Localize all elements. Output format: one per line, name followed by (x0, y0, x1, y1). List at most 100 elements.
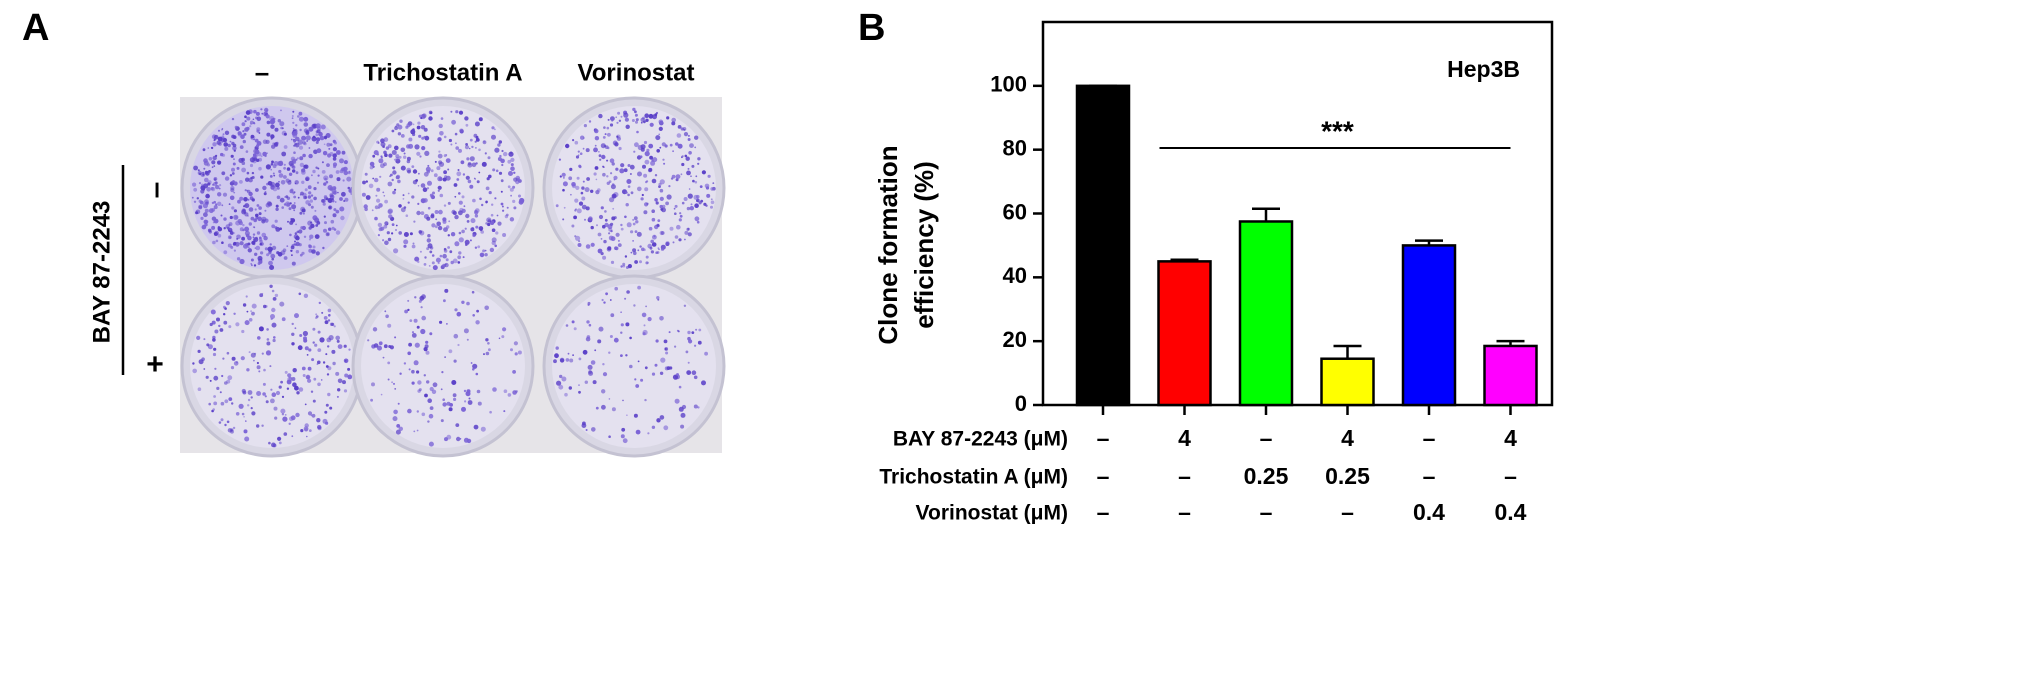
colony (279, 197, 285, 203)
colony (397, 179, 401, 184)
colony (383, 162, 387, 167)
colony (210, 146, 214, 150)
colony (280, 380, 283, 384)
condition-value: – (1178, 499, 1191, 525)
colony (427, 398, 433, 404)
colony (237, 132, 243, 137)
colony (497, 221, 502, 226)
dish-photo (180, 96, 726, 458)
colony (498, 337, 501, 340)
colony (295, 241, 300, 247)
colony (644, 159, 650, 165)
colony (377, 345, 382, 351)
colony (507, 185, 511, 189)
colony (278, 173, 284, 178)
bar (1157, 260, 1212, 407)
colony (400, 147, 406, 153)
colony (310, 194, 314, 197)
colony (226, 420, 230, 424)
colony (245, 295, 248, 298)
colony (309, 234, 314, 239)
colony (317, 424, 322, 430)
colony (244, 203, 250, 209)
colony (637, 285, 641, 290)
colony (400, 165, 406, 171)
colony (432, 191, 435, 195)
colony (269, 265, 275, 270)
colony (297, 345, 303, 351)
colony (659, 316, 664, 321)
colony (512, 370, 516, 374)
colony (293, 151, 296, 154)
colony (315, 141, 319, 144)
colony (595, 178, 598, 181)
colony (382, 356, 385, 359)
colony (265, 400, 269, 404)
colony (629, 364, 633, 369)
colony (462, 256, 465, 259)
colony (637, 249, 640, 252)
colony (445, 258, 449, 262)
colony (332, 361, 336, 366)
colony (204, 208, 209, 213)
colony (246, 171, 250, 175)
colony (302, 374, 306, 377)
colony (314, 343, 318, 347)
colony (467, 400, 473, 405)
colony (394, 188, 397, 191)
colony (632, 107, 636, 112)
colony (581, 186, 585, 190)
colony (701, 380, 706, 386)
colony (602, 224, 606, 229)
colony (447, 246, 450, 249)
colony (224, 399, 229, 404)
colony (671, 121, 676, 126)
colony (312, 245, 316, 249)
colony (650, 160, 656, 166)
colony (331, 322, 335, 326)
colony (242, 224, 245, 227)
colony (321, 199, 325, 203)
colony (571, 320, 575, 324)
colony (498, 171, 503, 175)
colony (253, 149, 258, 154)
colony (479, 252, 485, 258)
colony (491, 228, 496, 232)
colony (600, 238, 603, 240)
colony (465, 175, 470, 180)
colony (212, 408, 215, 411)
colony (506, 206, 509, 209)
colony (367, 339, 370, 342)
colony (337, 191, 339, 194)
colony (224, 146, 229, 151)
colony (397, 132, 402, 136)
condition-label: Vorinostat (μM) (916, 502, 1068, 525)
colony (617, 243, 622, 248)
colony (270, 137, 273, 140)
colony (562, 218, 565, 221)
colony (323, 143, 326, 146)
colony (316, 129, 321, 134)
colony (453, 359, 457, 363)
colony (500, 179, 504, 183)
colony (335, 335, 341, 341)
colony (344, 360, 347, 362)
dish (552, 284, 716, 448)
colony (571, 224, 575, 228)
colony (675, 174, 681, 180)
colony (513, 341, 519, 346)
colony (232, 426, 236, 430)
colony (474, 214, 479, 218)
colony (445, 158, 451, 164)
colony (270, 163, 274, 166)
colony (294, 143, 298, 146)
colony (223, 142, 228, 147)
colony (710, 200, 715, 205)
colony (646, 202, 649, 205)
colony (657, 247, 660, 250)
colony (202, 203, 208, 209)
colony (619, 168, 625, 174)
colony (435, 257, 441, 263)
colony (470, 362, 473, 364)
condition-value: 4 (1504, 425, 1517, 451)
